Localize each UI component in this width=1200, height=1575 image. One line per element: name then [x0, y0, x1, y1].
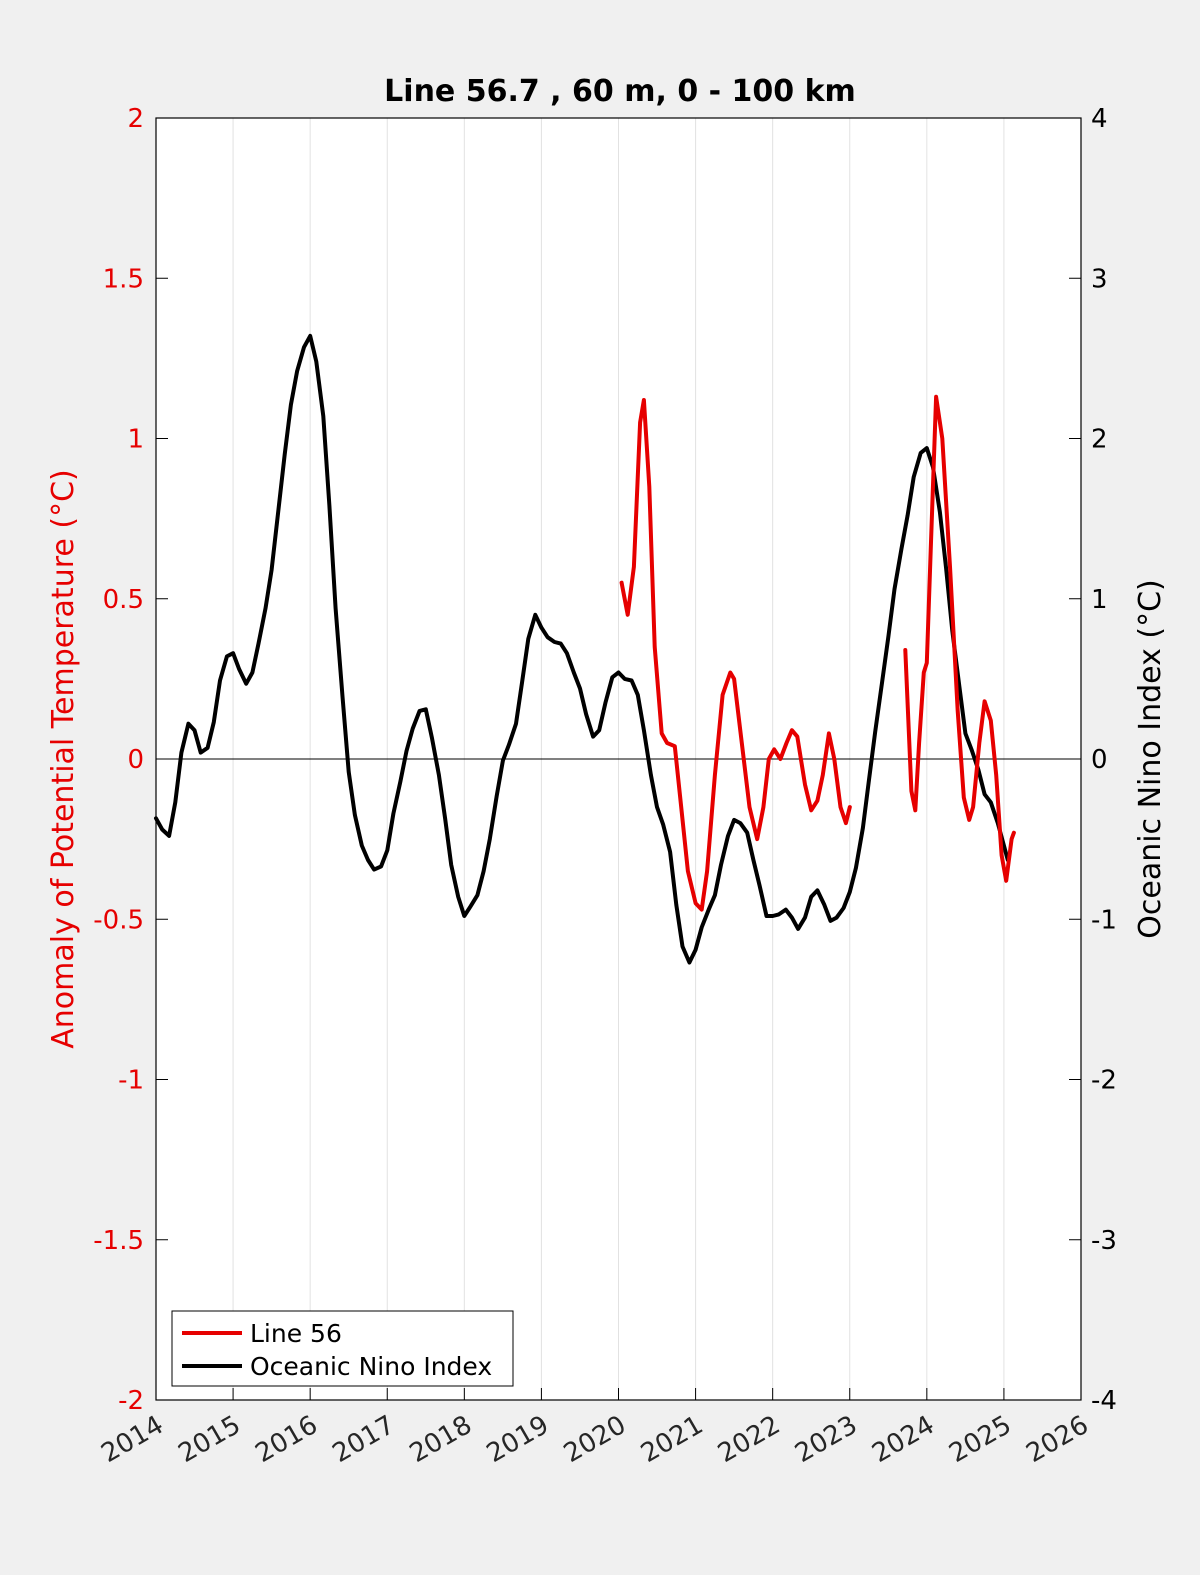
legend: Line 56 Oceanic Nino Index: [171, 1310, 514, 1387]
y-left-tick-label: 1.5: [103, 264, 144, 294]
y-right-tick-label: 1: [1091, 585, 1108, 615]
y-right-tick-label: -1: [1091, 905, 1117, 935]
y-right-tick-label: 3: [1091, 264, 1108, 294]
right-axis-label: Oceanic Nino Index (°C): [1133, 579, 1168, 939]
chart-title: Line 56.7 , 60 m, 0 - 100 km: [384, 74, 856, 109]
y-left-tick-label: 2: [127, 104, 144, 134]
left-axis-label: Anomaly of Potential Temperature (°C): [46, 469, 81, 1048]
series-line-56-line-1: [619, 398, 852, 912]
y-right-tick-label: -3: [1091, 1226, 1117, 1256]
y-left-tick-label: 0.5: [103, 585, 144, 615]
y-left-tick-label: 1: [127, 425, 144, 455]
y-right-tick-label: 4: [1091, 104, 1108, 134]
y-left-tick-label: 0: [127, 745, 144, 775]
y-left-tick-label: -1: [118, 1066, 144, 1096]
y-left-tick-label: -0.5: [93, 905, 144, 935]
series-oceanic-nino-index-line-1: [154, 333, 1010, 965]
y-right-tick-label: -4: [1091, 1386, 1117, 1416]
legend-label-line56: Line 56: [250, 1319, 342, 1348]
series-layer: [154, 333, 1016, 965]
series-line-56-line-2: [903, 394, 1016, 883]
y-right-tick-label: 0: [1091, 745, 1108, 775]
y-left-tick-label: -1.5: [93, 1226, 144, 1256]
y-right-tick-label: -2: [1091, 1066, 1117, 1096]
y-left-tick-label: -2: [118, 1386, 144, 1416]
legend-box: [171, 1310, 514, 1387]
y-right-tick-label: 2: [1091, 425, 1108, 455]
legend-label-oni: Oceanic Nino Index: [250, 1352, 492, 1381]
